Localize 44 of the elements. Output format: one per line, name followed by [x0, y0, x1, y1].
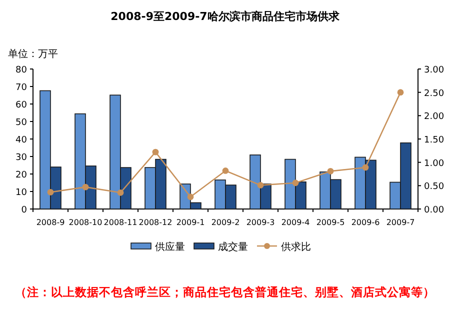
x-tick-label: 2009-3: [246, 218, 275, 227]
x-tick-label: 2008-11: [104, 218, 138, 227]
y2-tick-label: 2.00: [424, 112, 444, 122]
y-tick-label: 0: [21, 206, 28, 216]
point: [362, 164, 369, 171]
x-tick-label: 2009-6: [351, 218, 380, 227]
point: [327, 168, 334, 174]
x-tick-label: 2008-12: [138, 218, 172, 227]
y2-tick-label: 0.00: [424, 206, 444, 216]
point: [222, 168, 229, 174]
x-tick-label: 2008-9: [36, 218, 65, 227]
y2-tick-label: 2.50: [424, 88, 444, 99]
x-tick-label: 2009-4: [281, 218, 310, 227]
legend-label: 供求比: [281, 241, 311, 253]
y-tick-label: 50: [16, 118, 28, 128]
y2-tick-label: 0.50: [424, 182, 444, 192]
x-tick-label: 2009-2: [211, 218, 240, 227]
point: [292, 180, 299, 186]
x-tick-label: 2009-7: [386, 218, 415, 227]
x-tick-label: 2008-10: [68, 218, 102, 227]
point: [187, 194, 194, 200]
x-tick-label: 2009-1: [176, 218, 205, 227]
point: [47, 189, 54, 196]
y-tick-label: 10: [16, 188, 28, 198]
point: [152, 148, 159, 156]
point: [397, 89, 404, 96]
chart-title: 2008-9至2009-7哈尔滨市商品住宅市场供求: [110, 10, 340, 23]
y2-tick-label: 1.00: [424, 158, 444, 169]
y-tick-label: 80: [16, 66, 28, 76]
y-tick-label: 40: [16, 136, 28, 146]
y-tick-label: 60: [16, 100, 28, 110]
y-tick-label: 70: [16, 83, 28, 93]
x-tick-label: 2009-5: [316, 218, 345, 227]
y-axis-title: 单位：万平: [8, 48, 58, 60]
point: [257, 182, 264, 188]
y-tick-label: 30: [16, 153, 28, 163]
y2-tick-label: 1.50: [424, 136, 444, 146]
y-tick-label: 20: [16, 170, 28, 180]
text: （注：以上数据不包含呼兰区；商品住宅包含普通住宅、别墅、酒店式公寓等）: [15, 285, 435, 299]
legend-label: 供应量: [155, 241, 185, 253]
point: [82, 184, 89, 190]
legend-label: 成交量: [218, 241, 248, 253]
y2-tick-label: 3.00: [424, 66, 444, 76]
point: [117, 189, 124, 196]
